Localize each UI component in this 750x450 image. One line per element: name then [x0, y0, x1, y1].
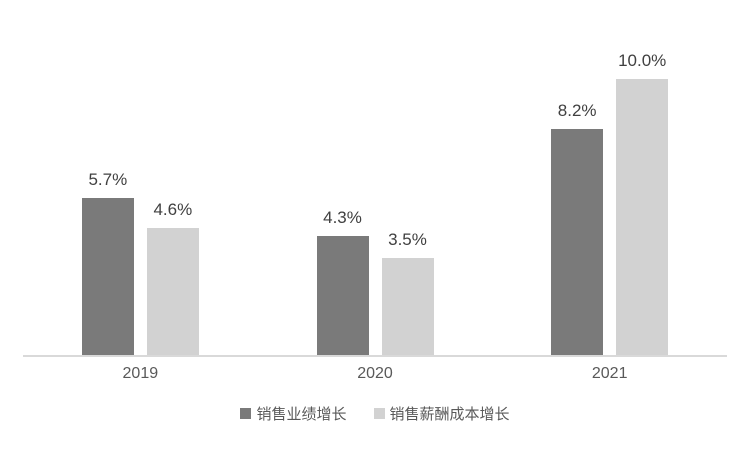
- bar-compensation-cost-2021: [616, 79, 669, 355]
- bar-column: 8.2%: [551, 101, 604, 355]
- bar-sales-growth-2021: [551, 129, 604, 355]
- bar-column: 5.7%: [81, 170, 134, 355]
- bar-group-2021: 8.2% 10.0%: [492, 0, 727, 355]
- bar-column: 10.0%: [616, 51, 669, 355]
- legend-item-sales-growth: 销售业绩增长: [240, 403, 347, 424]
- tick-label-2021: 2021: [591, 365, 628, 382]
- legend: 销售业绩增长 销售薪酬成本增长: [0, 403, 750, 424]
- data-label: 8.2%: [557, 101, 597, 121]
- bar-group-2019: 5.7% 4.6%: [23, 0, 258, 355]
- bar-column: 4.6%: [146, 200, 199, 355]
- legend-label: 销售业绩增长: [256, 406, 347, 423]
- data-label: 4.3%: [323, 208, 362, 228]
- data-label: 3.5%: [388, 230, 427, 250]
- bar-sales-growth-2020: [316, 236, 369, 355]
- bar-column: 4.3%: [316, 208, 369, 355]
- x-axis-tick-labels: 2019 2020 2021: [23, 365, 727, 383]
- legend-label: 销售薪酬成本增长: [389, 406, 510, 423]
- legend-swatch-icon: [240, 408, 252, 419]
- tick-label-2019: 2019: [122, 365, 159, 382]
- plot-area: 5.7% 4.6% 4.3% 3.5% 8.2%: [23, 0, 727, 355]
- data-label: 10.0%: [618, 51, 667, 71]
- tick-label-2020: 2020: [357, 365, 393, 382]
- data-label: 4.6%: [153, 200, 193, 220]
- bar-column: 3.5%: [381, 230, 434, 355]
- legend-item-compensation-cost: 销售薪酬成本增长: [373, 403, 510, 424]
- bar-compensation-cost-2020: [381, 258, 434, 355]
- data-label: 5.7%: [88, 170, 128, 190]
- bar-sales-growth-2019: [81, 198, 134, 355]
- legend-swatch-icon: [373, 408, 385, 419]
- bar-group-2020: 4.3% 3.5%: [258, 0, 493, 355]
- x-axis-line: [23, 355, 727, 357]
- bar-compensation-cost-2019: [146, 228, 199, 355]
